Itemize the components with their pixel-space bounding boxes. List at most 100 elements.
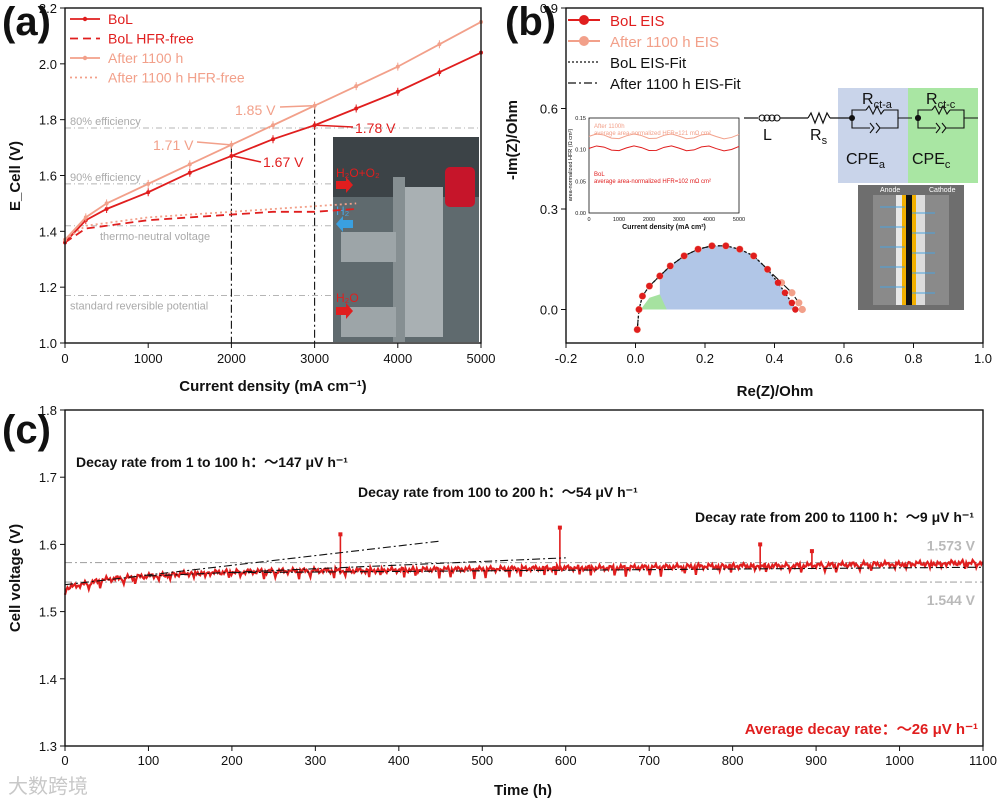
b-cell-membrane — [906, 195, 912, 305]
c-ref-label: 1.573 V — [927, 538, 976, 554]
b-resistor-icon — [865, 104, 885, 116]
b-cpe-icon — [869, 122, 875, 134]
b-arc-fill-small — [640, 294, 667, 310]
b-legend-marker — [579, 15, 589, 25]
c-ytick-label: 1.8 — [39, 403, 57, 418]
c-xtick-label: 900 — [805, 753, 827, 768]
a-legend-label: BoL HFR-free — [108, 31, 194, 47]
b-cpe-icon — [935, 122, 941, 134]
b-cell-label: Anode — [880, 187, 900, 194]
a-photo-label: H₂O+O₂ — [336, 166, 380, 180]
a-photo-plate2 — [393, 177, 405, 342]
b-inset-xtick-label: 5000 — [733, 217, 745, 223]
b-inset-text: average area-normalized HFR=102 mΩ cm² — [594, 179, 711, 185]
c-xlabel: Time (h) — [494, 782, 552, 799]
c-xtick-label: 1000 — [885, 753, 914, 768]
b-data-point — [634, 326, 641, 333]
watermark-text: 大数跨境 — [8, 774, 88, 798]
c-annotation: Decay rate from 100 to 200 h：～54 μV h⁻¹ — [358, 484, 638, 500]
b-data-point — [788, 289, 796, 297]
a-legend-label: After 1100 h — [108, 50, 183, 66]
b-data-point — [680, 252, 688, 260]
a-photo-terminal — [445, 167, 475, 207]
a-arrow-icon — [336, 303, 353, 319]
c-voltage-trace — [63, 557, 984, 596]
panel-label-b: (b) — [505, 0, 557, 44]
c-xtick-label: 400 — [388, 753, 410, 768]
b-fit-line — [636, 245, 803, 330]
b-legend-label: After 1100 h EIS — [610, 34, 719, 51]
b-cell-label: Cathode — [929, 187, 956, 194]
c-ytick-label: 1.3 — [39, 739, 57, 754]
a-annotation: 1.85 V — [235, 102, 276, 118]
b-inset-xtick-label: 0 — [587, 217, 590, 223]
b-data-point — [656, 272, 664, 280]
b-legend-label: After 1100 h EIS-Fit — [610, 76, 741, 93]
a-legend-marker — [82, 55, 88, 61]
b-data-point — [708, 242, 716, 250]
a-data-point — [354, 84, 359, 89]
c-ytick-label: 1.6 — [39, 537, 57, 552]
c-annotation: Decay rate from 200 to 1100 h：～9 μV h⁻¹ — [695, 509, 974, 525]
b-ytick-label: 0.9 — [540, 1, 558, 16]
b-data-point — [788, 299, 796, 306]
b-data-point — [736, 246, 743, 253]
c-annotation: Average decay rate：～26 μV h⁻¹ — [745, 721, 978, 738]
a-data-point — [271, 137, 275, 142]
c-trend-line — [231, 566, 984, 574]
c-xtick-label: 500 — [471, 753, 493, 768]
b-inset-ytick-label: 0.00 — [575, 211, 586, 217]
b-data-point — [764, 266, 771, 273]
b-circuit-label: CPEa — [846, 151, 886, 171]
b-data-point — [722, 242, 730, 250]
b-circuit-wire — [880, 118, 899, 129]
a-data-point — [187, 162, 192, 167]
a-arrow-icon — [336, 177, 353, 193]
b-data-point — [792, 306, 799, 313]
a-annotation-arrow — [233, 155, 262, 163]
a-photo-label: H₂O — [336, 291, 359, 305]
b-data-point — [774, 279, 782, 286]
a-ref-label: thermo-neutral voltage — [100, 231, 210, 243]
b-inductor-icon — [768, 114, 776, 122]
a-ytick-label: 2.2 — [39, 1, 57, 16]
panel-label-c: (c) — [2, 408, 51, 452]
c-xtick-label: 100 — [138, 753, 160, 768]
a-annotation: 1.67 V — [263, 154, 304, 170]
c-spike-marker — [809, 549, 814, 554]
b-cell-layer — [896, 195, 902, 305]
a-xtick-label: 1000 — [134, 351, 163, 366]
a-photo-plate — [403, 187, 443, 337]
c-xtick-label: 200 — [221, 753, 243, 768]
b-inset-xtick-label: 4000 — [703, 217, 715, 223]
b-inset-ytick-label: 0.10 — [575, 148, 586, 154]
a-series-line — [64, 208, 357, 244]
b-inset-text: average area-normalized HFR=121 mΩ cm² — [594, 131, 711, 137]
a-data-point — [395, 89, 400, 94]
c-xtick-label: 300 — [305, 753, 327, 768]
b-circuit-label: CPEc — [912, 151, 951, 171]
b-inset-text: After 1100h — [594, 124, 625, 130]
b-circuit-bg-c — [908, 88, 978, 183]
a-annotation-arrow — [316, 124, 354, 128]
b-inductor-icon — [758, 114, 766, 122]
a-data-point — [187, 170, 192, 175]
b-data-point — [694, 246, 702, 253]
b-circuit-label: Rct-c — [926, 91, 956, 111]
a-ytick-label: 2.0 — [39, 57, 57, 72]
b-inset-ytick-label: 0.15 — [575, 116, 586, 122]
b-circuit-wire — [884, 109, 912, 119]
a-xtick-label: 3000 — [300, 351, 329, 366]
a-data-point — [146, 190, 151, 195]
a-legend-marker — [82, 16, 88, 22]
a-data-point — [354, 106, 359, 111]
b-data-point — [635, 306, 643, 313]
b-circuit-wire — [851, 109, 866, 118]
b-xtick-label: 0.0 — [626, 351, 644, 366]
c-ytick-label: 1.7 — [39, 470, 57, 485]
b-resistor-icon — [931, 104, 951, 116]
b-inset-text: BoL — [594, 172, 605, 178]
c-ylabel: Cell voltage (V) — [7, 524, 24, 632]
a-ref-label: 80% efficiency — [70, 116, 141, 128]
